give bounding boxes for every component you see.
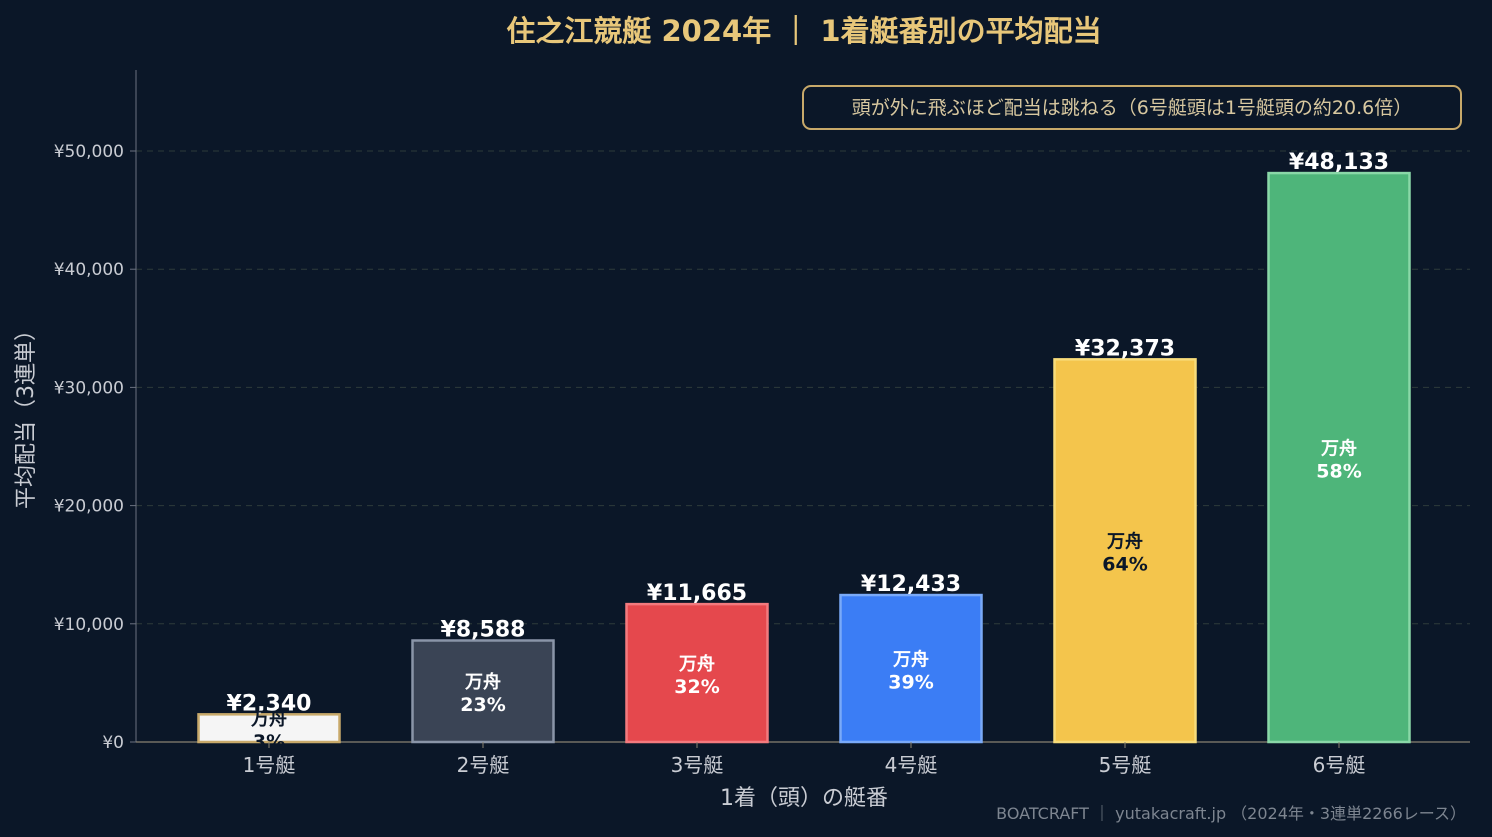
bar-manshu-rate: 39% bbox=[888, 672, 933, 694]
y-tick-label: ¥0 bbox=[102, 733, 124, 753]
bar-manshu-rate: 23% bbox=[460, 694, 505, 716]
x-tick-label: 1号艇 bbox=[243, 753, 296, 777]
bar bbox=[197, 713, 341, 744]
bar-value-label: ¥32,373 bbox=[1075, 336, 1175, 361]
footer-credit: BOATCRAFT ｜ yutakacraft.jp （2024年・3連単226… bbox=[996, 804, 1466, 823]
bar-value-label: ¥48,133 bbox=[1289, 150, 1389, 175]
x-axis-label: 1着（頭）の艇番 bbox=[720, 786, 888, 811]
bar-value-label: ¥11,665 bbox=[647, 581, 747, 606]
bar-value-label: ¥8,588 bbox=[441, 617, 526, 642]
annotation-text: 頭が外に飛ぶほど配当は跳ねる（6号艇頭は1号艇頭の約20.6倍） bbox=[852, 97, 1412, 119]
y-tick-label: ¥40,000 bbox=[54, 260, 124, 280]
bar-inner-label: 万舟 bbox=[1106, 531, 1143, 553]
bar-manshu-rate: 64% bbox=[1102, 554, 1147, 576]
bar-inner-label: 万舟 bbox=[1320, 438, 1357, 460]
grid-lines bbox=[136, 150, 1470, 625]
x-tick-label: 3号艇 bbox=[671, 753, 724, 777]
annotation-frame bbox=[802, 85, 1462, 130]
bar-inner-label: 万舟 bbox=[678, 653, 715, 675]
bar-inner-label: 万舟 bbox=[892, 649, 929, 671]
bar bbox=[1053, 358, 1197, 744]
x-tick-label: 2号艇 bbox=[457, 753, 510, 777]
bar bbox=[1267, 171, 1411, 744]
bar-manshu-rate: 58% bbox=[1316, 461, 1361, 483]
y-tick-label: ¥50,000 bbox=[54, 142, 124, 162]
y-axis-ticks: ¥0 ¥10,000 ¥20,000 ¥30,000 ¥40,000 ¥50,000 bbox=[54, 142, 136, 753]
bar-value-label: ¥2,340 bbox=[227, 691, 312, 716]
bar-value-label: ¥12,433 bbox=[861, 572, 961, 597]
bars: ¥2,340万舟3%¥8,588万舟23%¥11,665万舟32%¥12,433… bbox=[197, 150, 1411, 753]
y-axis-label: 平均配当（3連単） bbox=[14, 319, 39, 509]
bar bbox=[839, 593, 983, 744]
y-tick-label: ¥10,000 bbox=[54, 615, 124, 635]
bar-inner-label: 万舟 bbox=[464, 671, 501, 693]
x-tick-label: 4号艇 bbox=[885, 753, 938, 777]
x-tick-label: 5号艇 bbox=[1099, 753, 1152, 777]
y-tick-label: ¥20,000 bbox=[54, 497, 124, 517]
y-tick-label: ¥30,000 bbox=[54, 378, 124, 398]
x-tick-label: 6号艇 bbox=[1313, 753, 1366, 777]
chart-title: 住之江競艇 2024年 ｜ 1着艇番別の平均配当 bbox=[506, 14, 1101, 48]
annotation-box: 頭が外に飛ぶほど配当は跳ねる（6号艇頭は1号艇頭の約20.6倍） bbox=[802, 85, 1462, 130]
bar-inner-label: 万舟 bbox=[250, 708, 287, 730]
x-axis-ticks: 1号艇 2号艇 3号艇 4号艇 5号艇 6号艇 bbox=[243, 742, 1366, 777]
bar-manshu-rate: 32% bbox=[674, 676, 719, 698]
